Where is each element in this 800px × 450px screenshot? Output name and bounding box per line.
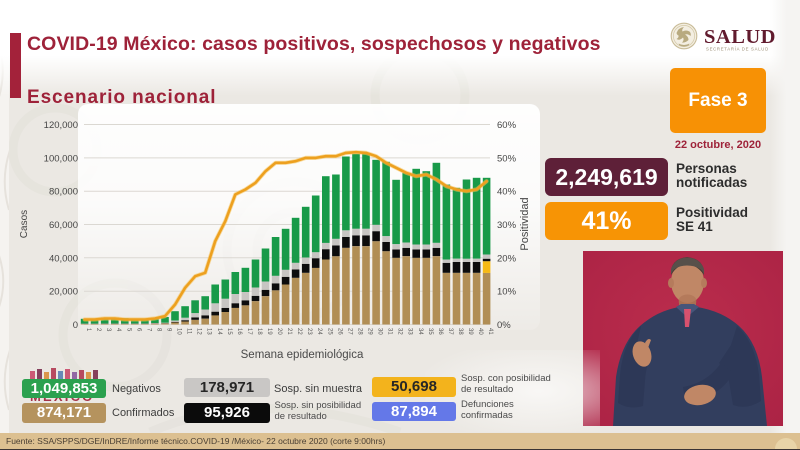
svg-text:40,000: 40,000 bbox=[49, 253, 78, 264]
svg-text:10%: 10% bbox=[497, 287, 517, 298]
svg-text:16: 16 bbox=[236, 328, 242, 335]
svg-text:18: 18 bbox=[256, 328, 262, 335]
svg-text:14: 14 bbox=[216, 328, 222, 335]
svg-text:40: 40 bbox=[477, 328, 483, 335]
svg-text:26: 26 bbox=[336, 328, 342, 335]
svg-text:11: 11 bbox=[186, 328, 192, 335]
svg-text:21: 21 bbox=[286, 328, 292, 335]
svg-text:50%: 50% bbox=[497, 153, 517, 164]
svg-text:20,000: 20,000 bbox=[49, 287, 78, 298]
svg-text:20%: 20% bbox=[497, 253, 517, 264]
svg-text:30: 30 bbox=[377, 328, 383, 335]
svg-text:9: 9 bbox=[166, 328, 172, 332]
svg-text:23: 23 bbox=[306, 328, 312, 335]
svg-text:41: 41 bbox=[487, 328, 493, 335]
svg-text:2: 2 bbox=[95, 328, 101, 332]
svg-text:39: 39 bbox=[467, 328, 473, 335]
svg-text:120,000: 120,000 bbox=[44, 120, 78, 131]
svg-text:SECRETARÍA DE SALUD: SECRETARÍA DE SALUD bbox=[706, 47, 769, 52]
svg-text:100,000: 100,000 bbox=[44, 153, 78, 164]
svg-text:80,000: 80,000 bbox=[49, 187, 78, 198]
svg-text:24: 24 bbox=[316, 328, 322, 335]
svg-text:0: 0 bbox=[73, 320, 78, 331]
svg-text:36: 36 bbox=[437, 328, 443, 335]
svg-text:37: 37 bbox=[447, 328, 453, 335]
svg-text:6: 6 bbox=[135, 328, 141, 332]
svg-text:12: 12 bbox=[196, 328, 202, 335]
svg-text:Positividad: Positividad bbox=[519, 197, 531, 250]
svg-text:33: 33 bbox=[407, 328, 413, 335]
svg-text:31: 31 bbox=[387, 328, 393, 335]
svg-text:34: 34 bbox=[417, 328, 423, 335]
svg-text:22: 22 bbox=[296, 328, 302, 335]
svg-text:60%: 60% bbox=[497, 120, 517, 131]
svg-text:60,000: 60,000 bbox=[49, 220, 78, 231]
svg-text:19: 19 bbox=[266, 328, 272, 335]
svg-text:7: 7 bbox=[145, 328, 151, 332]
svg-text:13: 13 bbox=[206, 328, 212, 335]
svg-text:17: 17 bbox=[246, 328, 252, 335]
svg-text:3: 3 bbox=[105, 328, 111, 332]
svg-text:Casos: Casos bbox=[19, 210, 30, 238]
svg-text:38: 38 bbox=[457, 328, 463, 335]
svg-text:Semana epidemiológica: Semana epidemiológica bbox=[241, 349, 364, 361]
svg-text:28: 28 bbox=[357, 328, 363, 335]
svg-text:27: 27 bbox=[346, 328, 352, 335]
svg-text:SALUD: SALUD bbox=[704, 26, 776, 48]
svg-text:25: 25 bbox=[326, 328, 332, 335]
svg-text:0%: 0% bbox=[497, 320, 511, 331]
svg-text:5: 5 bbox=[125, 328, 131, 332]
svg-text:1: 1 bbox=[85, 328, 91, 332]
svg-text:29: 29 bbox=[367, 328, 373, 335]
svg-text:15: 15 bbox=[226, 328, 232, 335]
svg-text:20: 20 bbox=[276, 328, 282, 335]
svg-text:8: 8 bbox=[155, 328, 161, 332]
svg-text:32: 32 bbox=[397, 328, 403, 335]
svg-text:30%: 30% bbox=[497, 220, 517, 231]
svg-text:10: 10 bbox=[176, 328, 182, 335]
svg-text:4: 4 bbox=[115, 328, 121, 332]
svg-text:35: 35 bbox=[427, 328, 433, 335]
svg-text:40%: 40% bbox=[497, 187, 517, 198]
